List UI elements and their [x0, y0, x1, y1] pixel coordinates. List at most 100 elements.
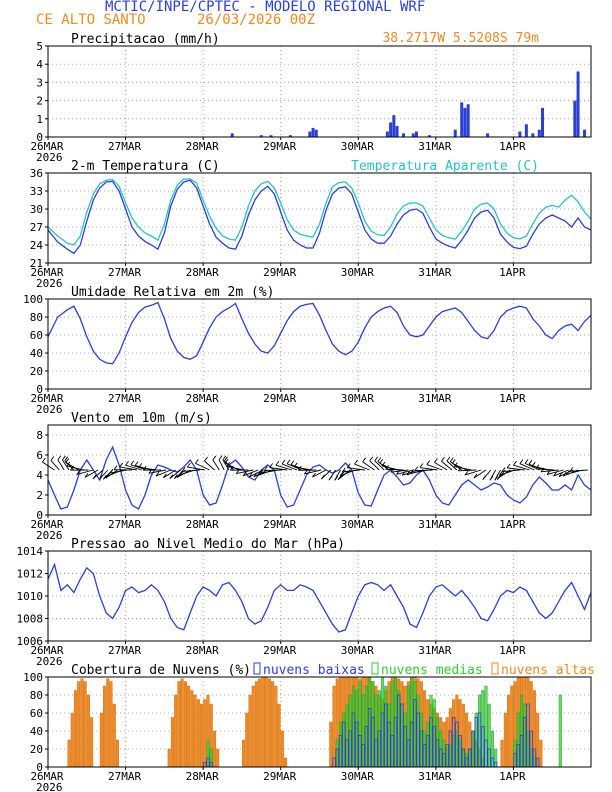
x-tick-label: 27MAR: [108, 518, 141, 531]
wind-barb-flag: [248, 472, 253, 478]
y-tick-label: 2: [36, 489, 43, 502]
wind-barb-flag: [134, 461, 139, 466]
station-coords: 38.2717W 5.5208S 79m: [382, 31, 539, 46]
cloud-bar-nuvens-altas: [99, 712, 103, 768]
legend-swatch: [253, 662, 261, 675]
y-tick-label: 100: [23, 293, 43, 306]
wind-barb-flag: [187, 462, 191, 468]
wind-barb: [464, 469, 482, 476]
legend-swatch: [371, 662, 379, 675]
cloud-bar-nuvens-altas: [83, 681, 87, 768]
wind-barb: [187, 466, 205, 471]
x-tick-label: 29MAR: [263, 140, 296, 153]
wind-barb: [281, 463, 298, 471]
wind-barb-flag: [142, 465, 147, 471]
x-tick-label: 30MAR: [341, 140, 374, 153]
cloud-bar-nuvens-altas: [274, 685, 278, 768]
wind-barb-flag: [562, 471, 567, 477]
x-tick-label: 27MAR: [108, 266, 141, 279]
wind-barb: [57, 459, 65, 471]
wind-barb-flag: [320, 474, 325, 480]
y-tick-label: 8: [36, 429, 43, 442]
wind-barb-flag: [334, 475, 339, 481]
precip-bar: [453, 129, 457, 137]
cloud-bar-nuvens-altas: [539, 739, 543, 768]
wind-barb: [62, 459, 70, 471]
wind-barb-flag: [224, 456, 228, 462]
wind-barb-flag: [569, 467, 574, 472]
legend-label-nuvens-medias: nuvens medias: [381, 663, 483, 678]
wind-barb: [84, 469, 99, 478]
wind-barb-flag: [98, 475, 103, 480]
wind-barb-flag: [66, 461, 71, 467]
cloud-bar-nuvens-altas: [251, 685, 255, 768]
cloud-bar-nuvens-altas: [73, 690, 77, 768]
wind-barb-flag: [119, 462, 123, 468]
wind-barb-flag: [297, 465, 302, 471]
precip-bar: [531, 133, 535, 137]
precip-bar: [259, 135, 263, 137]
series-line-pressao: [47, 562, 592, 633]
cloud-bar-nuvens-altas: [190, 690, 194, 768]
wind-barb: [434, 461, 448, 471]
wind-barb-flag: [464, 470, 469, 476]
x-year-label: 2026: [36, 781, 63, 792]
x-tick-label: 30MAR: [341, 644, 374, 657]
wind-barb-flag: [558, 472, 563, 477]
y-tick-label: 36: [30, 167, 43, 180]
x-tick-label: 26MAR: [30, 266, 63, 279]
wind-barb-flag: [195, 459, 199, 464]
legend-label-nuvens-baixas: nuvens baixas: [263, 663, 365, 678]
wind-barb-flag: [339, 471, 344, 477]
y-tick-label: 0: [36, 509, 43, 522]
cloud-bar-nuvens-altas: [212, 730, 216, 768]
cloud-bar-nuvens-altas: [258, 678, 262, 768]
wind-barb-flag: [281, 459, 286, 465]
wind-barb-flag: [50, 456, 55, 461]
wind-barb: [50, 460, 60, 471]
wind-barb: [148, 469, 167, 474]
precip-bar: [385, 131, 389, 137]
wind-barb: [342, 469, 360, 473]
y-tick-label: 0: [36, 131, 43, 144]
wind-barb-flag: [482, 475, 487, 480]
y-tick-label: 80: [30, 311, 43, 324]
cloud-bar-nuvens-altas: [216, 748, 220, 768]
panel-temp: [45, 172, 592, 266]
y-tick-label: 60: [30, 707, 43, 720]
wind-barb-flag: [103, 474, 107, 480]
wind-barb-flag: [130, 460, 135, 466]
wind-barb-flag: [218, 455, 223, 460]
precip-bar: [486, 133, 490, 137]
cloud-bar-nuvens-altas: [167, 748, 171, 768]
panel-frame: [47, 298, 592, 390]
x-year-label: 2026: [36, 277, 63, 290]
wind-barb: [547, 469, 564, 475]
y-tick-label: 0: [36, 761, 43, 774]
cloud-bar-nuvens-altas: [86, 694, 90, 768]
wind-barb: [362, 461, 375, 471]
wind-barb-flag: [260, 469, 264, 474]
wind-barb-flag: [531, 461, 536, 467]
y-tick-label: 24: [30, 239, 44, 252]
x-tick-label: 30MAR: [341, 770, 374, 783]
panel-title: Precipitacao (mm/h): [71, 32, 220, 47]
y-tick-label: 21: [30, 257, 43, 270]
cloud-bar-nuvens-altas: [203, 699, 207, 768]
wind-barb-flag: [226, 461, 231, 467]
x-tick-label: 28MAR: [186, 140, 219, 153]
cloud-bar-nuvens-altas: [90, 717, 94, 768]
x-tick-label: 26MAR: [30, 140, 63, 153]
precip-bar: [288, 135, 292, 137]
wind-barb-flag: [341, 467, 346, 473]
wind-barb: [222, 459, 230, 471]
x-tick-label: 29MAR: [263, 392, 296, 405]
precip-bar: [524, 124, 528, 137]
y-tick-label: 1006: [17, 635, 44, 648]
wind-barb: [155, 469, 171, 477]
wind-barb: [212, 459, 220, 471]
wind-barb: [519, 463, 535, 471]
y-tick-label: 6: [36, 449, 43, 462]
wind-barb-flag: [451, 459, 456, 464]
precip-bar: [537, 129, 541, 137]
